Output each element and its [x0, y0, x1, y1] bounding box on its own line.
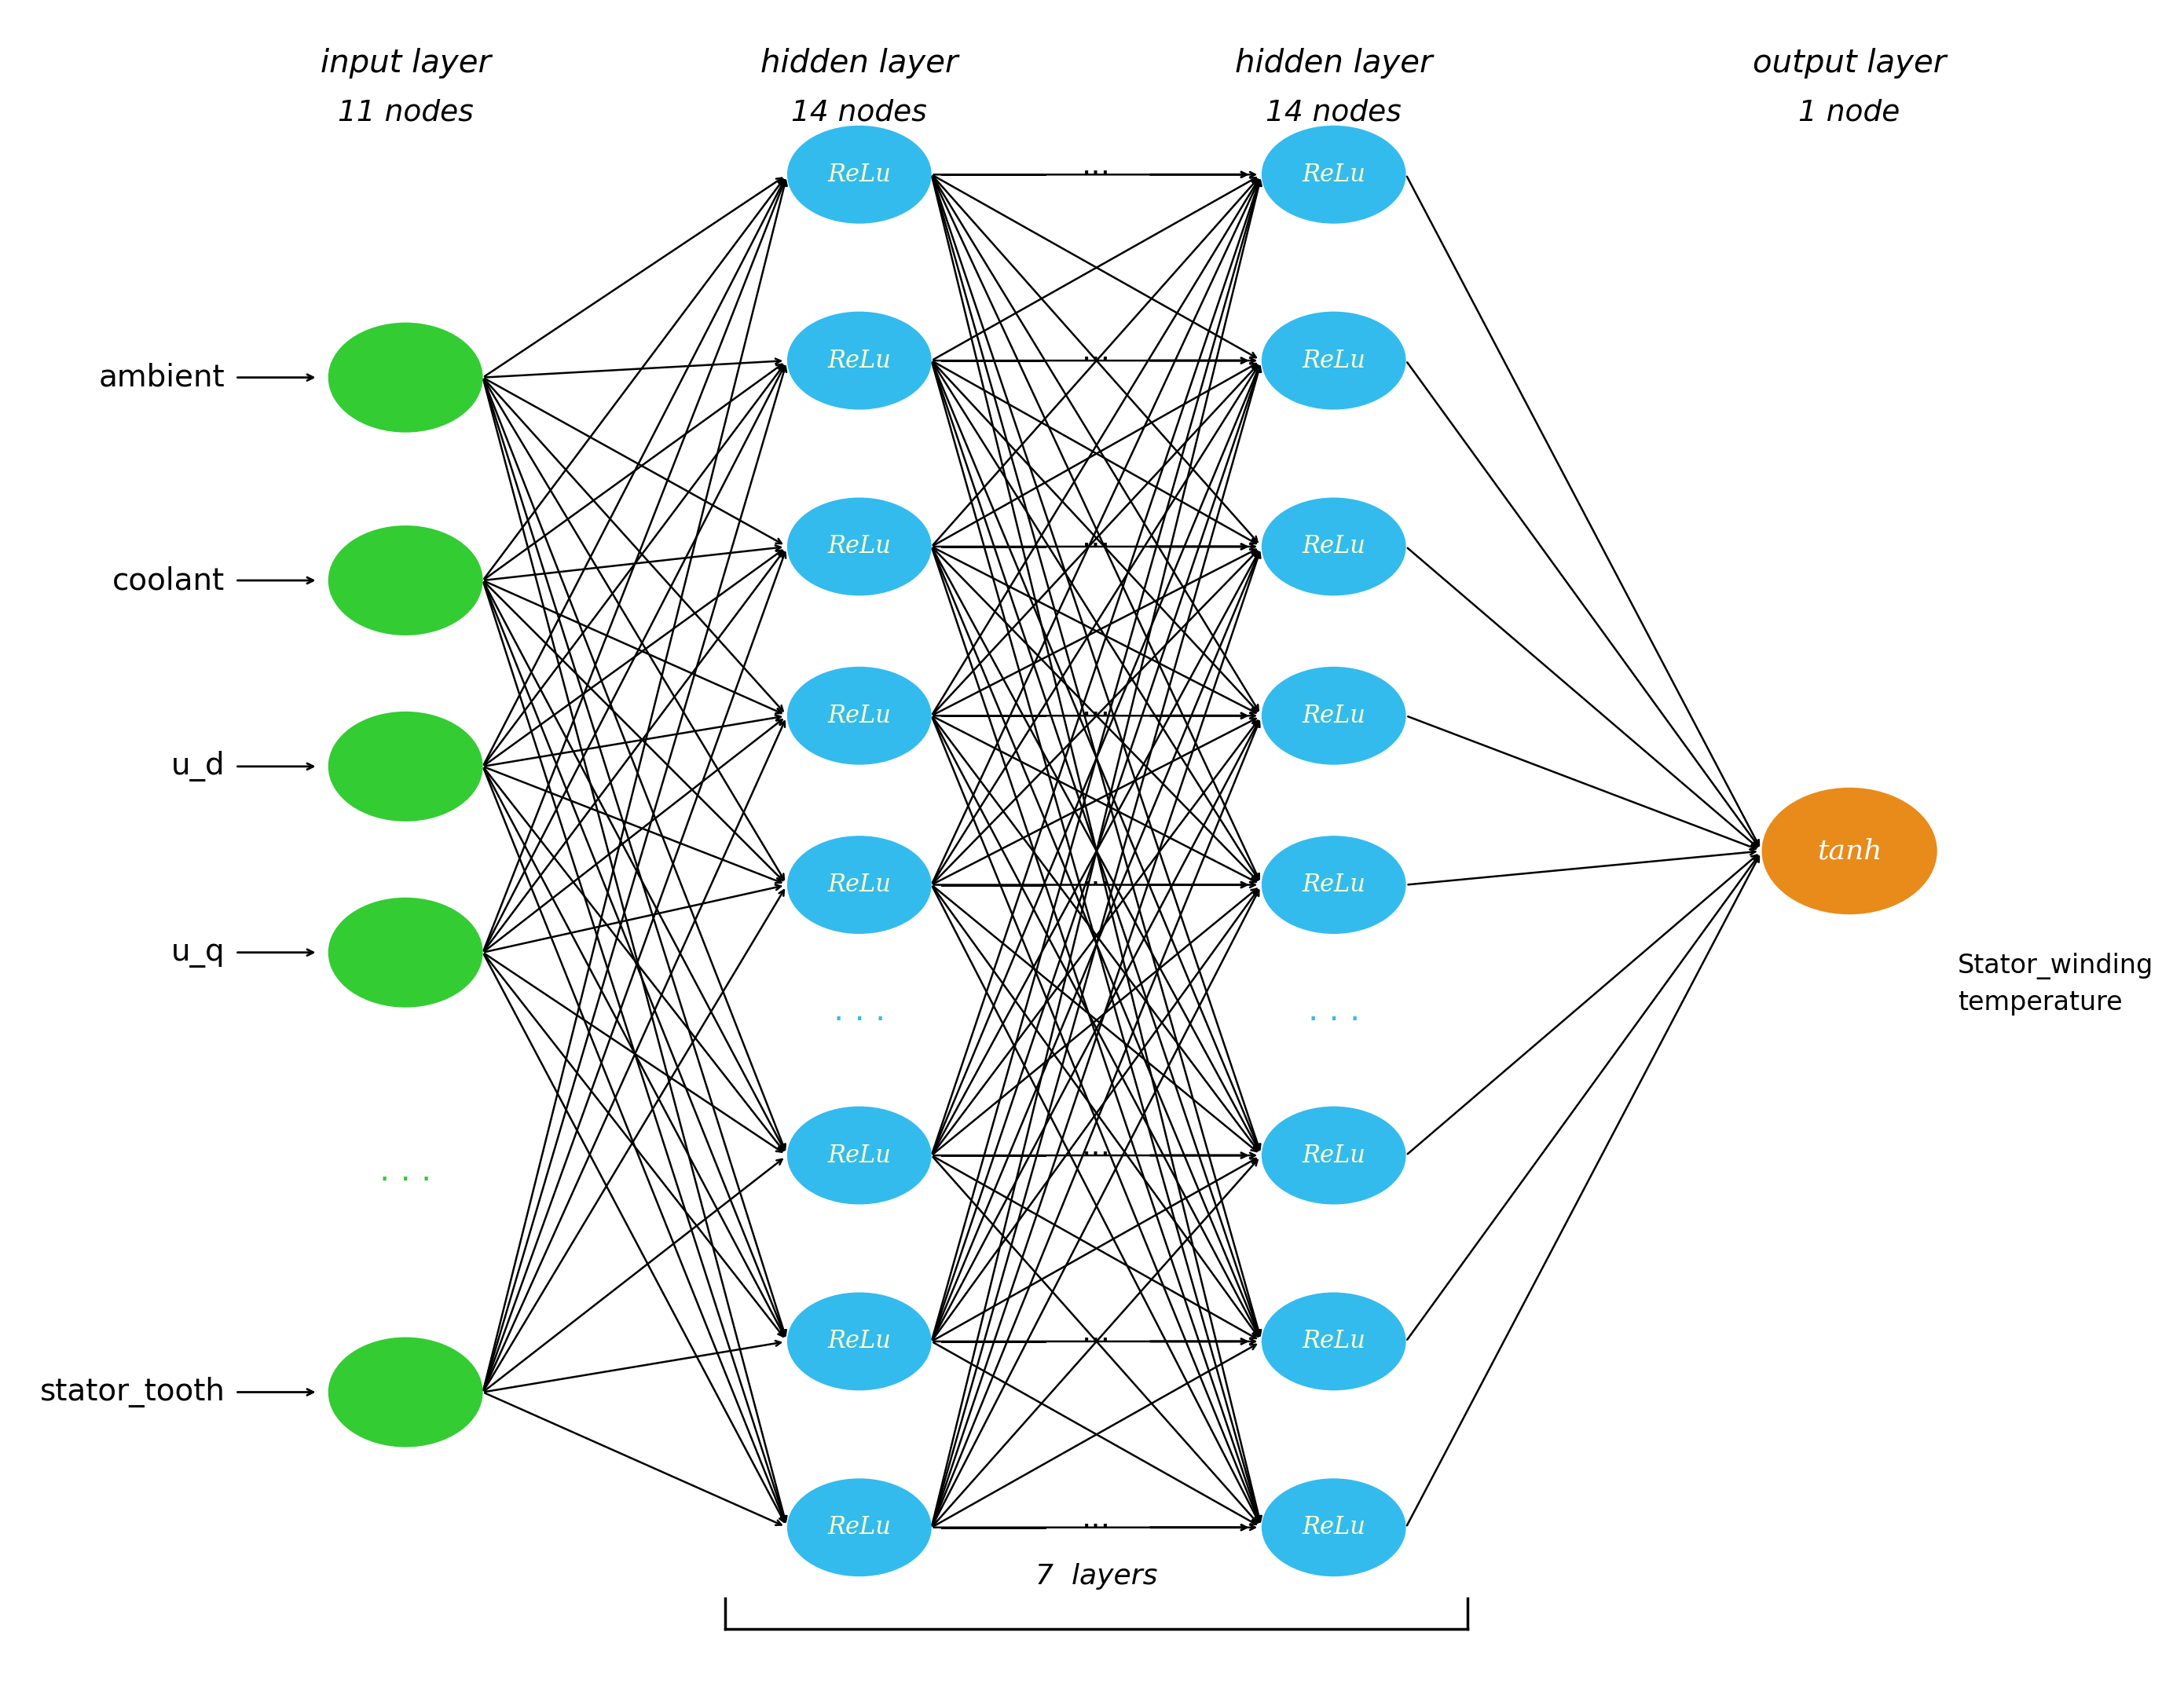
Text: 1 node: 1 node — [1800, 99, 1900, 126]
Text: output layer: output layer — [1754, 48, 1946, 78]
Ellipse shape — [328, 897, 483, 1008]
Text: ReLu: ReLu — [1302, 162, 1365, 187]
Text: 11 nodes: 11 nodes — [339, 99, 474, 126]
Text: hidden layer: hidden layer — [760, 48, 959, 78]
Text: · · ·: · · · — [1308, 1004, 1361, 1037]
Ellipse shape — [328, 1338, 483, 1447]
Text: ambient: ambient — [98, 363, 225, 393]
Text: ReLu: ReLu — [828, 1144, 891, 1168]
Text: ReLu: ReLu — [828, 1329, 891, 1353]
Text: ···: ··· — [1081, 701, 1112, 730]
Text: input layer: input layer — [321, 48, 491, 78]
Text: u_q: u_q — [170, 938, 225, 967]
Text: ReLu: ReLu — [1302, 1144, 1365, 1168]
Text: · · ·: · · · — [380, 1164, 432, 1197]
Ellipse shape — [786, 1106, 933, 1205]
Text: Stator_winding
temperature: Stator_winding temperature — [1957, 953, 2153, 1016]
Ellipse shape — [786, 667, 933, 764]
Text: ReLu: ReLu — [1302, 1329, 1365, 1353]
Text: coolant: coolant — [114, 565, 225, 596]
Text: ReLu: ReLu — [828, 534, 891, 558]
Text: ···: ··· — [1081, 1140, 1112, 1171]
Text: ···: ··· — [1081, 1326, 1112, 1356]
Text: ReLu: ReLu — [828, 873, 891, 897]
Text: stator_tooth: stator_tooth — [39, 1377, 225, 1408]
Ellipse shape — [786, 836, 933, 934]
Text: hidden layer: hidden layer — [1234, 48, 1433, 78]
Ellipse shape — [786, 1479, 933, 1576]
Text: ···: ··· — [1081, 1513, 1112, 1542]
Text: 14 nodes: 14 nodes — [791, 99, 928, 126]
Text: ReLu: ReLu — [1302, 1515, 1365, 1540]
Ellipse shape — [786, 126, 933, 223]
Ellipse shape — [1262, 667, 1406, 764]
Ellipse shape — [328, 323, 483, 432]
Text: ···: ··· — [1081, 346, 1112, 376]
Ellipse shape — [1262, 311, 1406, 410]
Text: ReLu: ReLu — [1302, 349, 1365, 373]
Ellipse shape — [1262, 126, 1406, 223]
Ellipse shape — [1262, 1106, 1406, 1205]
Text: 7  layers: 7 layers — [1035, 1564, 1158, 1590]
Text: ReLu: ReLu — [828, 349, 891, 373]
Text: ReLu: ReLu — [1302, 703, 1365, 728]
Text: ···: ··· — [1081, 870, 1112, 900]
Text: ReLu: ReLu — [828, 703, 891, 728]
Ellipse shape — [1262, 1292, 1406, 1391]
Text: u_d: u_d — [170, 751, 225, 781]
Ellipse shape — [1262, 1479, 1406, 1576]
Ellipse shape — [786, 497, 933, 596]
Text: · · ·: · · · — [834, 1004, 885, 1037]
Ellipse shape — [786, 1292, 933, 1391]
Ellipse shape — [786, 311, 933, 410]
Ellipse shape — [328, 711, 483, 822]
Ellipse shape — [1262, 497, 1406, 596]
Ellipse shape — [328, 526, 483, 635]
Text: ReLu: ReLu — [1302, 873, 1365, 897]
Text: ReLu: ReLu — [1302, 534, 1365, 558]
Text: ReLu: ReLu — [828, 1515, 891, 1540]
Text: 14 nodes: 14 nodes — [1267, 99, 1402, 126]
Ellipse shape — [1262, 836, 1406, 934]
Text: ReLu: ReLu — [828, 162, 891, 187]
Text: ···: ··· — [1081, 160, 1112, 189]
Text: tanh: tanh — [1817, 837, 1883, 865]
Ellipse shape — [1762, 788, 1937, 914]
Text: ···: ··· — [1081, 531, 1112, 562]
